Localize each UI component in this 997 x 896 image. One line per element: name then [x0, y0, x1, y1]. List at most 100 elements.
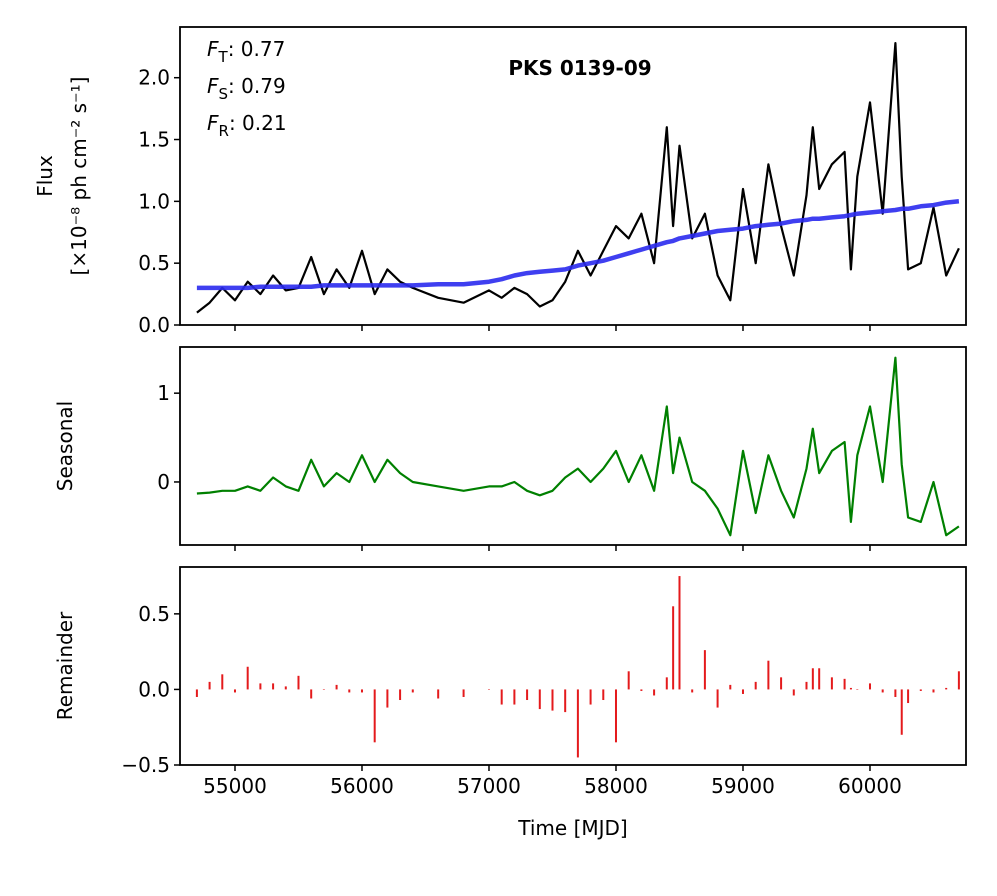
bar — [900, 689, 903, 735]
plot-area — [195, 576, 960, 758]
bar — [399, 689, 402, 701]
bar — [589, 689, 592, 705]
annotation-subscript: T — [218, 48, 229, 66]
bar — [310, 689, 313, 699]
y-tick-label: 0.5 — [138, 602, 170, 626]
bar — [246, 666, 249, 690]
annotation-text: : 0.77 — [228, 37, 286, 61]
bar — [716, 689, 719, 708]
bar — [894, 689, 897, 697]
bar — [360, 689, 363, 693]
bar — [811, 668, 814, 690]
y-tick-label: 0.5 — [138, 251, 170, 275]
bar — [945, 687, 948, 690]
bar — [576, 689, 579, 758]
bar — [881, 689, 884, 693]
data-line — [196, 356, 960, 537]
bar — [767, 660, 770, 690]
bar — [805, 681, 808, 690]
annotation: FR: 0.21 — [207, 111, 287, 140]
bar — [335, 684, 338, 690]
chart-title: PKS 0139-09 — [508, 56, 651, 80]
annotation-text: : 0.79 — [228, 74, 286, 98]
annotation-symbol: F — [207, 37, 219, 61]
x-tick-label: 60000 — [838, 774, 902, 798]
bar — [653, 689, 656, 696]
bar — [678, 576, 681, 690]
y-axis-label: Remainder — [53, 611, 77, 720]
data-line — [196, 199, 960, 291]
bar — [792, 689, 795, 696]
y-tick-label: 1 — [157, 381, 170, 405]
bar — [297, 675, 300, 690]
y-axis-label: [×10⁻⁸ ph cm⁻² s⁻¹] — [67, 77, 91, 276]
bar — [830, 677, 833, 690]
annotation-symbol: F — [207, 111, 219, 135]
y-tick-label: 0.0 — [138, 313, 170, 337]
bar — [386, 689, 389, 708]
x-tick-label: 57000 — [457, 774, 521, 798]
bar — [627, 671, 630, 690]
bar — [513, 689, 516, 705]
bar — [272, 683, 275, 690]
y-tick-label: 2.0 — [138, 66, 170, 90]
bar — [526, 689, 529, 701]
bar — [462, 689, 465, 697]
bar — [195, 689, 198, 697]
plot-area — [196, 356, 960, 537]
annotation: FS: 0.79 — [207, 74, 286, 103]
annotation: FT: 0.77 — [207, 37, 285, 66]
bar — [284, 686, 287, 690]
bar — [919, 689, 922, 691]
bar — [691, 689, 694, 693]
axes-frame — [179, 26, 967, 326]
bar — [868, 683, 871, 690]
bar — [818, 668, 821, 690]
data-line — [196, 42, 960, 314]
bar — [221, 674, 224, 690]
bar — [754, 681, 757, 690]
bar — [602, 689, 605, 701]
annotation-subscript: R — [219, 122, 229, 140]
axes-frame — [179, 566, 967, 766]
annotation-symbol: F — [207, 74, 219, 98]
y-tick-label: 0 — [157, 470, 170, 494]
axes-frame — [179, 346, 967, 546]
plot-area — [196, 42, 960, 314]
bar — [348, 689, 351, 693]
bar — [538, 689, 541, 710]
bar — [564, 689, 567, 713]
x-tick-label: 55000 — [203, 774, 267, 798]
bar — [907, 689, 910, 704]
y-tick-label: −0.5 — [121, 753, 170, 777]
bar — [843, 678, 846, 690]
x-tick-label: 58000 — [584, 774, 648, 798]
y-tick-label: 1.5 — [138, 128, 170, 152]
bar — [373, 689, 376, 743]
bar — [849, 687, 852, 690]
annotation-subscript: S — [219, 85, 229, 103]
bar — [233, 689, 236, 693]
bar — [500, 689, 503, 705]
bar — [487, 689, 490, 690]
bar — [322, 689, 325, 690]
bar — [957, 671, 960, 690]
bar — [437, 689, 440, 699]
y-axis-label: Flux — [33, 155, 57, 197]
y-axis-label: Seasonal — [53, 401, 77, 491]
bar — [640, 689, 643, 691]
bar — [780, 677, 783, 690]
bar — [665, 677, 668, 690]
bar — [703, 650, 706, 690]
bar — [856, 689, 859, 690]
y-tick-label: 0.0 — [138, 677, 170, 701]
x-tick-label: 56000 — [330, 774, 394, 798]
bar — [672, 606, 675, 690]
bar — [932, 689, 935, 693]
bar — [741, 689, 744, 694]
bar — [551, 689, 554, 711]
bar — [208, 681, 211, 690]
annotation-text: : 0.21 — [229, 111, 287, 135]
bar — [729, 684, 732, 690]
